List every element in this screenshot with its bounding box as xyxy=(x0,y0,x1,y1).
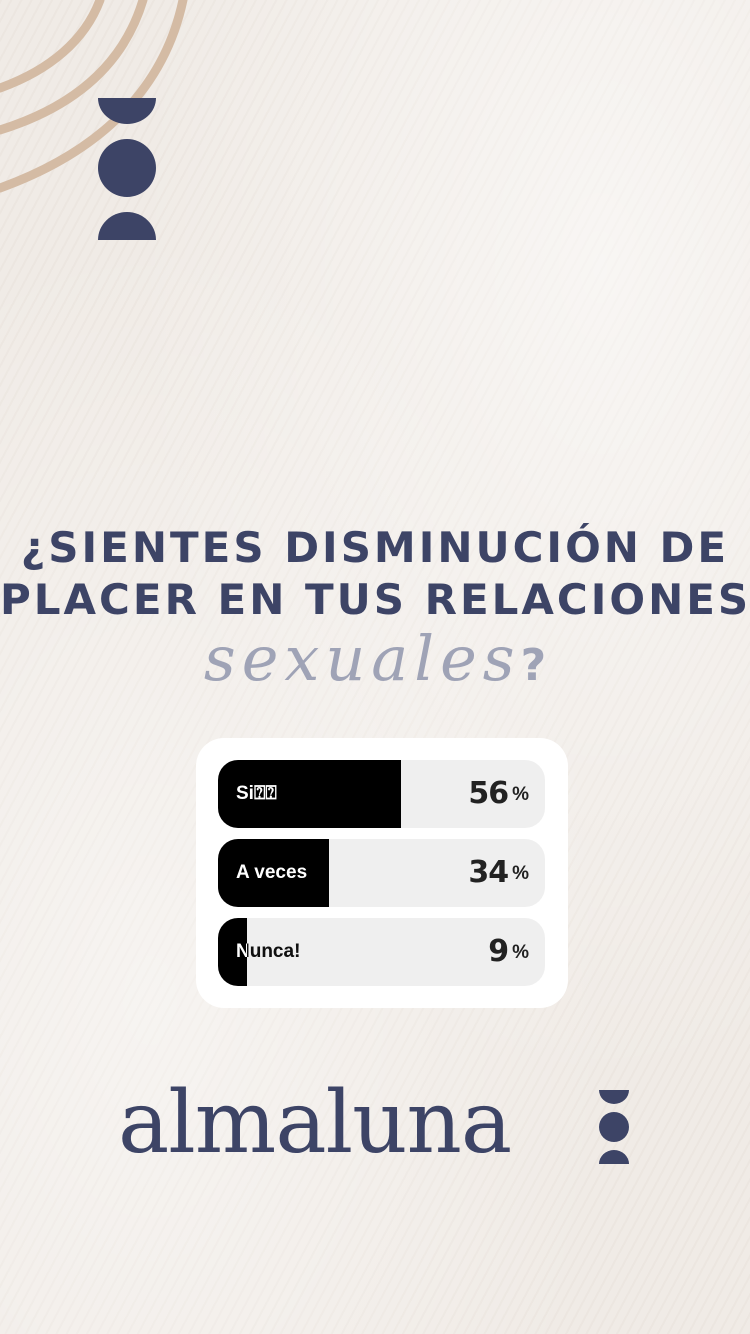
brand-name: almaluna xyxy=(118,1073,512,1173)
poll-widget: Si⍰⍰ 56% A veces 34% Nunca! 9% xyxy=(196,738,568,1008)
moon-phases-icon xyxy=(98,98,156,240)
poll-option-fill xyxy=(218,760,402,828)
poll-option-label: A veces xyxy=(236,862,308,883)
poll-option-percent: 56% xyxy=(468,776,529,811)
question-script: sexuales? xyxy=(0,622,750,695)
poll-option-label: Si⍰⍰ xyxy=(236,783,277,804)
question-line-2: PLACER EN TUS RELACIONES xyxy=(0,575,750,624)
poll-option-si[interactable]: Si⍰⍰ 56% xyxy=(218,760,545,828)
poll-option-percent: 9% xyxy=(488,934,529,969)
question-mark: ? xyxy=(520,640,547,691)
brand-logo: almaluna xyxy=(0,1068,750,1178)
poll-question: ¿SIENTES DISMINUCIÓN DE PLACER EN TUS RE… xyxy=(0,522,750,626)
poll-option-fill xyxy=(218,918,248,986)
question-script-word: sexuales xyxy=(203,622,521,695)
poll-option-fill xyxy=(218,839,330,907)
poll-option-a-veces[interactable]: A veces 34% xyxy=(218,839,545,907)
poll-option-label: Nunca! xyxy=(236,941,301,962)
poll-option-percent: 34% xyxy=(468,855,529,890)
poll-option-nunca[interactable]: Nunca! 9% xyxy=(218,918,545,986)
question-line-1: ¿SIENTES DISMINUCIÓN DE xyxy=(20,523,730,572)
moon-phases-icon xyxy=(599,1090,629,1164)
